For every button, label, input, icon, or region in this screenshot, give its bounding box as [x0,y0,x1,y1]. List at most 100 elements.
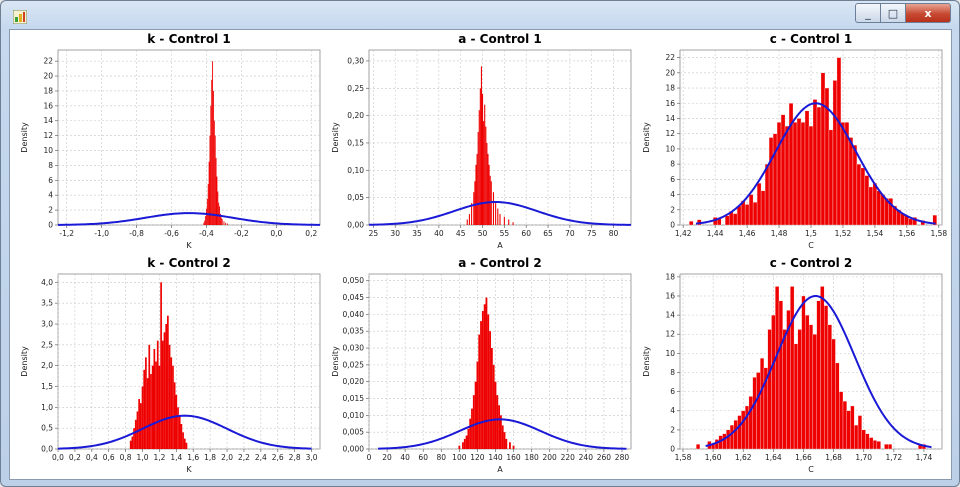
x-tick-label: 3,0 [306,453,318,462]
histogram-bar [223,221,225,225]
histogram-bar [756,183,762,226]
chart-title: k - Control 2 [147,256,230,270]
histogram-bar [489,331,491,449]
y-tick-label: 0,00 [347,221,364,230]
histogram-bar [792,122,798,226]
histogram-bar [218,202,220,225]
y-tick-label: 0,020 [343,377,365,386]
y-tick-label: 0,045 [343,293,365,302]
histogram-bar [872,183,878,226]
histogram-bar [796,118,802,226]
y-tick-label: 1,0 [41,403,53,412]
histogram-bar [776,122,782,226]
minimize-button[interactable]: _ [855,3,881,23]
histogram-bar [868,186,874,226]
plot-area [368,49,632,226]
close-button[interactable]: x [906,3,951,23]
histogram-bar [146,378,149,449]
histogram-bar [210,105,212,225]
y-tick-label: 2,5 [41,340,53,349]
histogram-bar [503,216,505,225]
x-tick-label: 0 [367,453,372,462]
x-tick-label: -1,0 [94,229,109,238]
y-tick-label: 0,30 [347,56,364,65]
y-tick-label: 22 [43,57,53,66]
x-axis-label: C [808,465,814,474]
y-tick-label: 0,05 [347,193,364,202]
histogram-bar [485,297,488,449]
y-tick-label: 1,5 [41,382,53,391]
histogram-bar [797,329,802,450]
histogram-bar [744,204,750,226]
chart-a-control-1: a - Control 1 0,00 0,05 0,10 0,15 0,20 0,25 0,3… [327,30,638,253]
chart-app-icon [13,10,27,24]
y-tick-label: 4 [670,190,675,199]
histogram-bar [178,415,181,449]
histogram-bar [215,157,217,225]
histogram-bar [216,176,218,225]
histogram-bar [205,216,207,225]
histogram-bar [226,223,228,225]
maximize-icon: □ [887,6,899,20]
histogram-bar [167,315,169,449]
histogram-bar [854,424,859,450]
histogram-bar [767,329,772,450]
x-tick-label: 55 [500,229,510,238]
y-tick-label: 20 [43,72,53,81]
x-tick-label: 1,5 [805,229,817,238]
x-tick-label: 45 [456,229,466,238]
x-tick-label: 65 [543,229,553,238]
histogram-bar [860,167,866,226]
histogram-bar [884,444,889,450]
histogram-bar [471,203,473,225]
histogram-bar [689,221,694,226]
histogram-bar [182,432,184,449]
density-curve [57,212,321,226]
chart-title: a - Control 2 [458,256,542,270]
chart-k-control-1: k - Control 1 0 2 4 6 8 10 12 14 16 18 20 22 -1,2 -1,0… [16,30,327,253]
histogram-bar [726,429,731,450]
x-tick-label: 1,46 [739,229,756,238]
maximize-button[interactable]: □ [881,3,906,23]
histogram-bar [748,396,753,450]
histogram-bar [170,357,173,449]
title-bar[interactable]: _ □ x [1,1,959,29]
histogram-bar [458,445,461,449]
histogram-bar [478,110,480,225]
histogram-bar [932,214,937,226]
histogram-bar [481,93,484,225]
x-tick-label: 60 [521,229,531,238]
y-tick-label: 0,10 [347,166,364,175]
x-tick-label: 220 [561,453,576,462]
charts-panel: k - Control 1 0 2 4 6 8 10 12 14 16 18 20 22 -1,2 -1,0… [9,29,952,480]
histogram-bar [139,403,142,449]
histogram-bar [505,438,508,449]
histogram-bar [466,219,468,225]
histogram-bar [153,349,156,449]
histogram-bar [808,324,814,450]
histogram-bar [489,175,491,225]
y-tick-label: 8 [48,161,53,170]
histogram-bar [148,344,151,449]
histogram-bar [134,419,137,449]
histogram-bar [160,282,162,449]
x-tick-label: 1,56 [899,229,916,238]
histogram-bar [141,386,144,449]
y-tick-label: 2 [670,205,675,214]
y-tick-label: 22 [665,53,675,62]
histogram-bar [752,377,757,450]
x-tick-label: 120 [470,453,485,462]
histogram-bar [177,407,179,449]
density-curve [705,295,932,449]
histogram-bar [133,428,135,449]
y-tick-label: 6 [48,176,53,185]
histogram-bar [213,120,215,225]
histogram-bar [156,340,159,449]
x-tick-label: 80 [609,229,619,238]
x-tick-label: 1,62 [735,453,752,462]
histogram-bar [207,184,209,225]
x-tick-label: -0,2 [234,229,249,238]
histogram-bar [729,424,734,450]
y-tick-label: 4 [670,406,675,415]
histogram-bar [487,153,489,225]
